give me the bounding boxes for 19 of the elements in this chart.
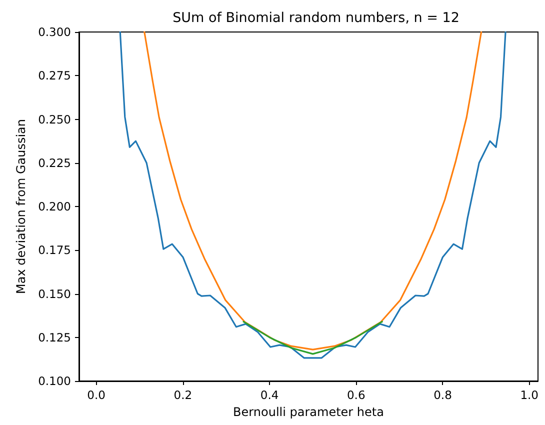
x-tick-label: 0.8 [434, 388, 452, 402]
y-tick-label: 0.150 [38, 286, 71, 301]
y-tick-label: 0.200 [38, 200, 71, 214]
y-tick-label: 0.225 [38, 156, 71, 170]
y-tick-label: 0.125 [38, 330, 71, 344]
x-tick-label: 0.2 [174, 388, 192, 402]
line-series [242, 320, 383, 355]
y-axis-title: Max deviation from Gaussian [14, 118, 28, 294]
x-tick-label: 0.6 [346, 388, 366, 402]
y-tick-label: 0.100 [38, 374, 71, 388]
x-axis-title: Bernoulli parameter heta [233, 404, 384, 419]
x-tick-label: 0.4 [260, 388, 279, 402]
x-tick-label: 1.0 [520, 388, 538, 402]
y-tick-label: 0.300 [38, 25, 71, 39]
y-tick-label: 0.175 [38, 243, 71, 258]
y-tick-label: 0.250 [38, 112, 71, 126]
x-tick-label: 0.0 [87, 388, 106, 402]
chart-title: SUm of Binomial random numbers, n = 12 [172, 10, 460, 26]
y-tick-label: 0.275 [38, 68, 71, 83]
